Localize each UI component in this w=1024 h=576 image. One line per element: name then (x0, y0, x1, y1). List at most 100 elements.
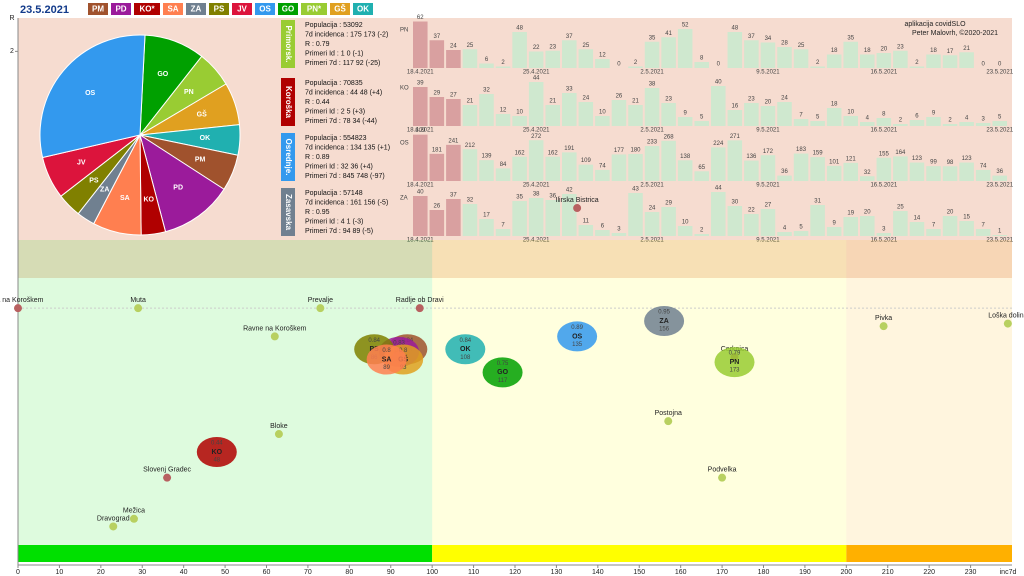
legend-chip (186, 3, 206, 15)
legend-label: PN* (307, 5, 322, 14)
bar-value: 21 (549, 99, 556, 105)
bar-value: 121 (846, 156, 857, 162)
bar-value: 2 (948, 118, 952, 124)
bar-value: 24 (450, 44, 457, 50)
slice-label: JV (77, 160, 86, 167)
bar (992, 175, 1007, 181)
info-line: R : 0.44 (305, 99, 330, 106)
bar-value: 20 (947, 210, 954, 216)
bar (777, 175, 792, 181)
x-tick-label: 210 (882, 569, 894, 576)
bar (611, 100, 627, 126)
x-tick-label: 190 (799, 569, 811, 576)
bar (893, 156, 908, 181)
x-tick-label: 100 (426, 569, 438, 576)
bar (876, 118, 892, 126)
bar (876, 233, 892, 236)
bar (727, 110, 743, 126)
region-r: 0.89 (571, 325, 583, 331)
bar-value: 10 (516, 110, 523, 116)
bar (413, 87, 428, 126)
bar (711, 147, 726, 181)
bar (661, 140, 676, 181)
bar (909, 66, 925, 68)
bar (926, 117, 941, 126)
region-tag (281, 133, 295, 181)
bar (760, 209, 776, 236)
legend-chip (330, 3, 350, 15)
bar (860, 176, 875, 181)
x-axis-label: inc7d (1000, 569, 1017, 576)
legend-label: JV (237, 5, 247, 14)
region-blob (714, 347, 755, 378)
date-label: 9.5.2021 (756, 238, 780, 244)
date-label: 2.5.2021 (640, 70, 664, 76)
panel-code: OS (400, 141, 409, 147)
bar (893, 50, 908, 68)
info-line: 7d incidenca : 175 173 (-2) (305, 31, 388, 38)
bar-value: 2 (915, 60, 919, 66)
y-tick-label: 2 (10, 48, 14, 55)
bar-value: 32 (483, 88, 490, 94)
region-blob (644, 306, 685, 337)
x-tick-label: 220 (923, 569, 935, 576)
bar-value: 20 (880, 47, 887, 53)
town-label: Loška dolina (988, 312, 1024, 319)
date-label: 25.4.2021 (523, 128, 550, 134)
info-line: Populacija : 70835 (305, 80, 363, 87)
bar (644, 41, 660, 68)
bar (793, 153, 809, 181)
bar-value: 38 (533, 192, 540, 198)
bar (942, 124, 958, 126)
info-line: 7d incidenca : 134 135 (+1) (305, 144, 390, 151)
bar-value: 9 (832, 221, 836, 227)
region-inc: 108 (460, 355, 471, 361)
date-label: 9.5.2021 (756, 70, 780, 76)
zone-band (432, 545, 847, 562)
bar (495, 229, 511, 236)
zone-band (18, 545, 433, 562)
date-label: 16.5.2021 (870, 183, 897, 189)
bar (462, 105, 478, 126)
bar-value: 26 (616, 94, 623, 100)
slice-label: SA (120, 195, 130, 202)
region-inc: 117 (498, 378, 508, 384)
town-label: Muta (130, 297, 146, 304)
bar-value: 268 (664, 134, 675, 140)
bar (826, 54, 842, 68)
town-point (879, 322, 888, 331)
bar (926, 229, 941, 236)
author: Peter Malovrh, ©2020-2021 (912, 29, 998, 37)
bar (959, 122, 974, 126)
bar-value: 309 (415, 128, 426, 134)
bar (628, 193, 643, 236)
bar-value: 29 (665, 201, 672, 207)
date-label: 2.5.2021 (640, 183, 664, 189)
bar-value: 35 (516, 195, 523, 201)
bar (860, 54, 875, 68)
bar (578, 164, 594, 181)
bar (479, 160, 494, 181)
bar (413, 21, 428, 68)
bar-value: 136 (746, 154, 757, 160)
bar-value: 36 (549, 194, 556, 200)
x-tick-label: 180 (758, 569, 770, 576)
x-tick-label: 160 (675, 569, 687, 576)
x-tick-label: 80 (345, 569, 353, 576)
bar-value: 32 (864, 170, 871, 176)
slice-label: GŠ (197, 109, 207, 118)
bar-value: 23 (897, 44, 904, 50)
bar-value: 191 (564, 146, 575, 152)
date: 23.5.2021 (20, 4, 69, 16)
bar-value: 40 (417, 190, 424, 196)
zone-tint (432, 240, 847, 545)
bar-value: 21 (632, 99, 639, 105)
bar-value: 23 (748, 97, 755, 103)
slice-label: PN (184, 89, 194, 96)
slice-label: KO (143, 196, 154, 203)
legend-chip (278, 3, 298, 15)
town-label: Radlje ob Dravi (396, 297, 444, 304)
bar (727, 32, 743, 68)
bar-value: 8 (700, 56, 704, 62)
legend-chip (232, 3, 252, 15)
